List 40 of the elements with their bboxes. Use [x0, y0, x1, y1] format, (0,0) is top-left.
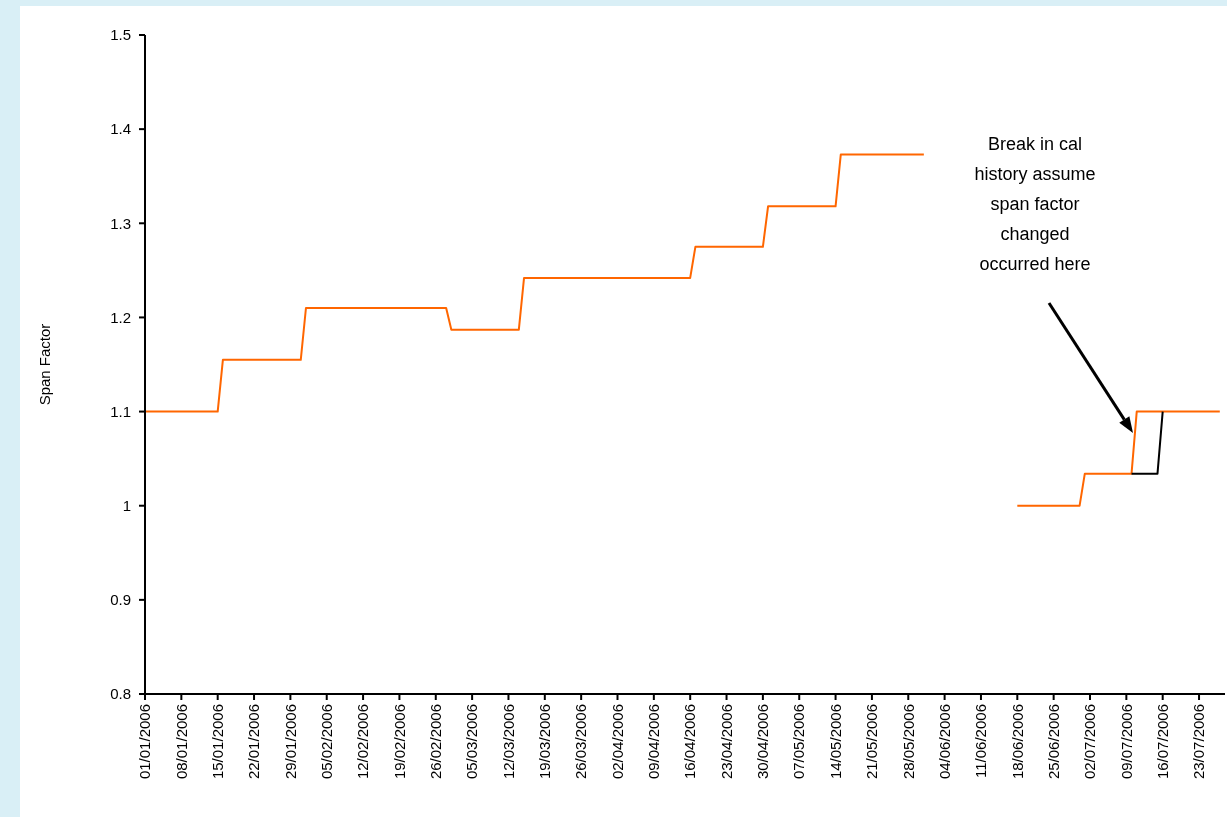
y-tick-label: 1.4 — [110, 120, 131, 138]
y-tick-label: 1.5 — [110, 26, 131, 44]
x-tick-label: 09/07/2006 — [1117, 704, 1135, 780]
x-tick-label: 29/01/2006 — [281, 704, 299, 780]
x-tick-label: 22/01/2006 — [245, 704, 263, 780]
y-tick-label: 1.1 — [110, 402, 131, 420]
x-tick-label: 01/01/2006 — [136, 704, 154, 780]
x-tick-label: 12/02/2006 — [354, 704, 372, 780]
y-tick-label: 1 — [122, 496, 131, 514]
x-tick-label: 04/06/2006 — [935, 704, 953, 780]
x-tick-label: 30/04/2006 — [754, 704, 772, 780]
y-tick-label: 1.2 — [110, 308, 131, 326]
x-tick-label: 26/03/2006 — [572, 704, 590, 780]
x-tick-label: 23/04/2006 — [717, 704, 735, 780]
annotation: Break in cal history assume span factor changed occurred here — [974, 134, 1096, 274]
x-tick-label: 12/03/2006 — [499, 704, 517, 780]
x-tick-label: 05/03/2006 — [463, 704, 481, 780]
x-tick-label: 19/02/2006 — [390, 704, 408, 780]
x-tick-label: 07/05/2006 — [790, 704, 808, 780]
x-tick-label: 28/05/2006 — [899, 704, 917, 780]
x-tick-label: 26/02/2006 — [427, 704, 445, 780]
x-tick-label: 05/02/2006 — [317, 704, 335, 780]
x-tick-label: 21/05/2006 — [863, 704, 881, 780]
x-tick-label: 09/04/2006 — [645, 704, 663, 780]
x-tick-label: 02/07/2006 — [1081, 704, 1099, 780]
x-tick-label: 19/03/2006 — [536, 704, 554, 780]
y-axis-title: Span Factor — [36, 323, 54, 406]
y-tick-label: 1.3 — [110, 214, 131, 232]
x-tick-label: 14/05/2006 — [826, 704, 844, 780]
x-tick-label: 16/07/2006 — [1153, 704, 1171, 780]
x-tick-label: 02/04/2006 — [608, 704, 626, 780]
y-tick-label: 0.9 — [110, 591, 131, 609]
x-tick-label: 15/01/2006 — [208, 704, 226, 780]
x-tick-label: 25/06/2006 — [1044, 704, 1062, 780]
y-tick-label: 0.8 — [110, 685, 131, 703]
x-tick-label: 16/04/2006 — [681, 704, 699, 780]
x-tick-label: 23/07/2006 — [1190, 704, 1208, 780]
x-tick-label: 08/01/2006 — [172, 704, 190, 780]
x-tick-label: 11/06/2006 — [972, 704, 990, 778]
x-tick-label: 18/06/2006 — [1008, 704, 1026, 780]
